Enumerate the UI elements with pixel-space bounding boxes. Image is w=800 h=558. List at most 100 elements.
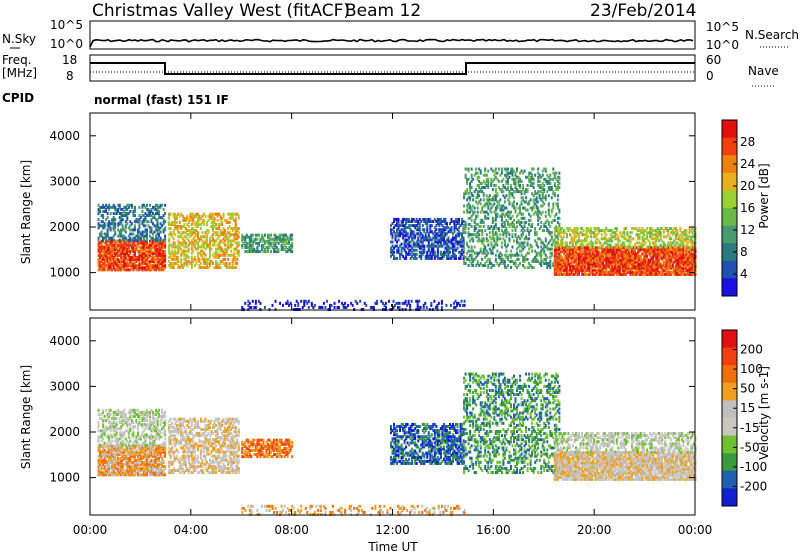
data-cell: [502, 257, 505, 261]
data-cell: [126, 212, 129, 216]
data-cell: [168, 249, 171, 253]
data-cell: [241, 305, 244, 309]
data-cell: [120, 243, 123, 247]
data-cell: [650, 256, 653, 260]
data-cell: [655, 248, 658, 252]
data-cell: [230, 212, 233, 216]
data-cell: [393, 226, 396, 230]
data-cell: [505, 175, 508, 179]
data-cell: [641, 241, 644, 245]
data-cell: [448, 230, 451, 234]
data-cell: [646, 245, 649, 249]
data-cell: [506, 231, 509, 235]
data-cell: [668, 248, 671, 252]
data-cell: [438, 230, 441, 234]
data-cell: [120, 264, 123, 268]
data-cell: [393, 256, 396, 260]
data-cell: [543, 188, 546, 192]
data-cell: [114, 222, 117, 226]
data-cell: [184, 259, 187, 263]
data-cell: [484, 263, 487, 267]
data-cell: [103, 245, 106, 249]
data-cell: [199, 235, 202, 239]
data-cell: [646, 272, 649, 276]
data-cell: [282, 235, 285, 239]
data-cell: [455, 240, 458, 244]
data-cell: [661, 248, 664, 252]
data-cell: [502, 259, 505, 263]
data-cell: [683, 264, 686, 268]
data-cell: [571, 241, 574, 245]
data-cell: [213, 266, 216, 270]
data-cell: [467, 192, 470, 196]
data-cell: [409, 240, 412, 244]
data-cell: [540, 220, 543, 224]
data-cell: [674, 248, 677, 252]
data-cell: [540, 212, 543, 216]
data-cell: [499, 214, 502, 218]
data-cell: [653, 246, 656, 250]
data-cell: [529, 177, 532, 181]
data-cell: [562, 268, 565, 272]
data-cell: [196, 237, 199, 241]
data-cell: [571, 266, 574, 270]
data-cell: [285, 237, 288, 241]
data-cell: [102, 268, 105, 272]
data-cell: [506, 179, 509, 183]
data-cell: [682, 260, 685, 264]
data-cell: [677, 243, 680, 247]
data-cell: [488, 235, 491, 239]
data-cell: [576, 252, 579, 256]
data-cell: [138, 268, 141, 272]
data-cell: [147, 224, 150, 228]
data-cell: [578, 262, 581, 266]
data-cell: [655, 231, 658, 235]
data-cell: [564, 262, 567, 266]
data-cell: [611, 258, 614, 262]
data-cell: [389, 254, 392, 258]
data-cell: [614, 233, 617, 237]
data-cell: [129, 224, 132, 228]
data-cell: [233, 266, 236, 270]
data-cell: [274, 237, 277, 241]
data-cell: [500, 169, 503, 173]
data-cell: [218, 243, 221, 247]
data-cell: [156, 220, 159, 224]
data-cell: [145, 230, 148, 234]
data-cell: [565, 227, 568, 231]
data-cell: [164, 228, 167, 232]
data-cell: [212, 229, 215, 233]
data-cell: [590, 254, 593, 258]
data-cell: [541, 247, 544, 251]
data-cell: [161, 260, 164, 264]
data-cell: [447, 252, 450, 256]
data-cell: [556, 179, 559, 183]
data-cell: [145, 262, 148, 266]
data-cell: [162, 256, 165, 260]
data-cell: [667, 229, 670, 233]
data-cell: [549, 263, 552, 267]
data-cell: [623, 262, 626, 266]
data-cell: [692, 258, 695, 262]
data-cell: [689, 239, 692, 243]
data-cell: [571, 245, 574, 249]
data-cell: [652, 268, 655, 272]
data-cell: [629, 235, 632, 239]
data-cell: [432, 242, 435, 246]
data-cell: [458, 222, 461, 226]
data-cell: [152, 216, 155, 220]
data-cell: [579, 252, 582, 256]
data-cell: [561, 256, 564, 260]
data-cell: [438, 244, 441, 248]
data-cell: [145, 234, 148, 238]
data-cell: [138, 239, 141, 243]
data-cell: [519, 261, 522, 265]
data-cell: [152, 245, 155, 249]
data-cell: [268, 243, 271, 247]
data-cell: [520, 220, 523, 224]
data-cell: [582, 246, 585, 250]
data-cell: [692, 243, 695, 247]
data-cell: [481, 241, 484, 245]
data-cell: [118, 247, 121, 251]
data-cell: [108, 245, 111, 249]
